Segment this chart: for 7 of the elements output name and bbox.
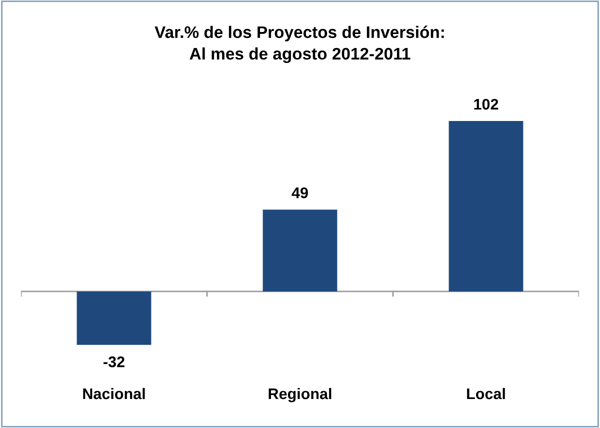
- x-tick-label: Local: [467, 388, 505, 400]
- data-label: 49: [292, 187, 308, 198]
- x-tick-label: Regional: [268, 388, 332, 402]
- data-label: 102: [474, 98, 498, 110]
- x-tick-label: Nacional: [83, 388, 145, 400]
- chart-title: Var.% de los Proyectos de Inversión: Al mes de agosto 2012-2011: [154, 26, 444, 64]
- data-label: -32: [104, 356, 124, 368]
